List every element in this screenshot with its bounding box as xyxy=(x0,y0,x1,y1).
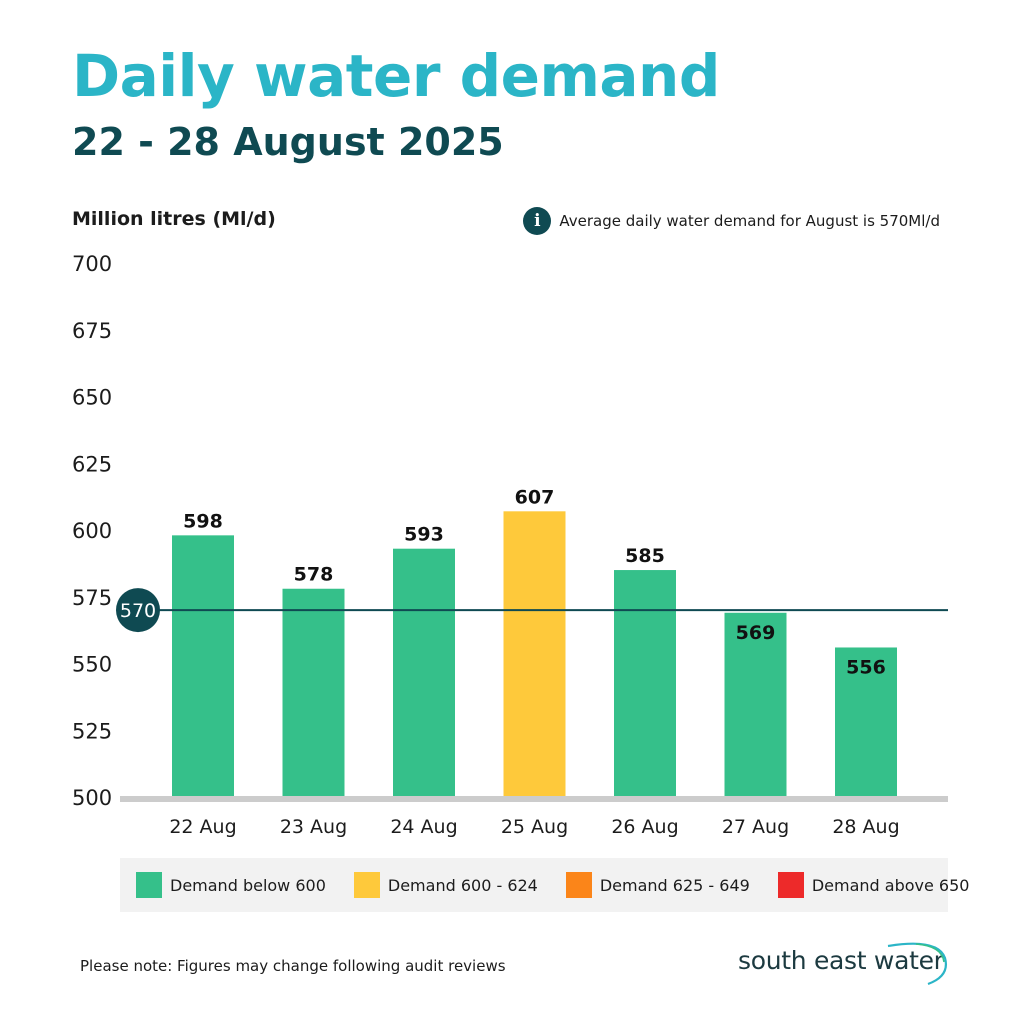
x-tick-label: 25 Aug xyxy=(501,816,568,838)
legend-item: Demand below 600 xyxy=(136,872,326,898)
bar-value-label: 578 xyxy=(294,564,334,586)
legend-item: Demand 600 - 624 xyxy=(353,872,538,898)
y-tick-label: 625 xyxy=(72,452,112,476)
y-tick-label: 675 xyxy=(72,319,112,343)
bar-value-label: 556 xyxy=(846,656,886,678)
y-tick-label: 575 xyxy=(72,586,112,610)
y-axis-label: Million litres (Ml/d) xyxy=(72,208,276,230)
page-title: Daily water demand xyxy=(72,42,720,110)
bar-value-label: 585 xyxy=(625,545,665,567)
south-east-water-logo: south east water xyxy=(738,940,953,990)
legend: Demand below 600 Demand 600 - 624 Demand… xyxy=(120,858,969,912)
x-tick-label: 22 Aug xyxy=(169,816,236,838)
legend-swatch xyxy=(565,872,592,898)
average-marker xyxy=(116,588,160,633)
bar xyxy=(393,548,455,797)
bar xyxy=(724,612,787,797)
y-tick-label: 525 xyxy=(72,719,112,743)
x-tick-label: 24 Aug xyxy=(390,816,457,838)
y-tick-label: 600 xyxy=(72,519,112,543)
average-marker-label: 570 xyxy=(120,600,156,622)
bar xyxy=(614,570,676,797)
legend-swatch xyxy=(777,872,804,898)
bar-value-label: 593 xyxy=(404,524,444,546)
logo-text: south east water xyxy=(738,946,944,975)
legend-label: Demand above 650 xyxy=(811,875,970,895)
bar-chart: 500 525 550 575 600 625 650 675 700 598 22 Aug 578 2… xyxy=(72,252,948,838)
legend-label: Demand below 600 xyxy=(170,875,326,895)
bar-value-label: 598 xyxy=(183,510,223,532)
y-tick-label: 500 xyxy=(72,786,112,810)
info-icon: i xyxy=(523,207,552,235)
x-tick-label: 26 Aug xyxy=(611,816,678,838)
legend-item: Demand above 650 xyxy=(777,872,970,898)
x-axis-line xyxy=(120,796,948,802)
logo-swoosh-icon xyxy=(887,942,947,986)
legend-swatch xyxy=(353,872,380,898)
bar-value-label: 569 xyxy=(736,622,776,644)
legend-label: Demand 600 - 624 xyxy=(387,875,538,895)
bar-value-label: 607 xyxy=(515,486,555,508)
y-tick-label: 650 xyxy=(72,386,112,410)
x-tick-label: 27 Aug xyxy=(722,816,789,838)
bar xyxy=(282,588,345,797)
average-demand-note: i Average daily water demand for August … xyxy=(523,207,940,235)
bar xyxy=(503,511,566,797)
y-tick-label: 550 xyxy=(72,653,112,677)
y-tick-label: 700 xyxy=(72,252,112,276)
legend-label: Demand 625 - 649 xyxy=(599,875,750,895)
footnote: Please note: Figures may change followin… xyxy=(80,957,506,975)
average-demand-text: Average daily water demand for August is… xyxy=(559,212,940,230)
bar xyxy=(172,535,234,797)
x-tick-label: 28 Aug xyxy=(832,816,899,838)
bar xyxy=(835,647,897,797)
legend-swatch xyxy=(136,872,162,898)
legend-item: Demand 625 - 649 xyxy=(565,872,750,898)
date-range-subtitle: 22 - 28 August 2025 xyxy=(72,120,504,164)
x-tick-label: 23 Aug xyxy=(280,816,347,838)
